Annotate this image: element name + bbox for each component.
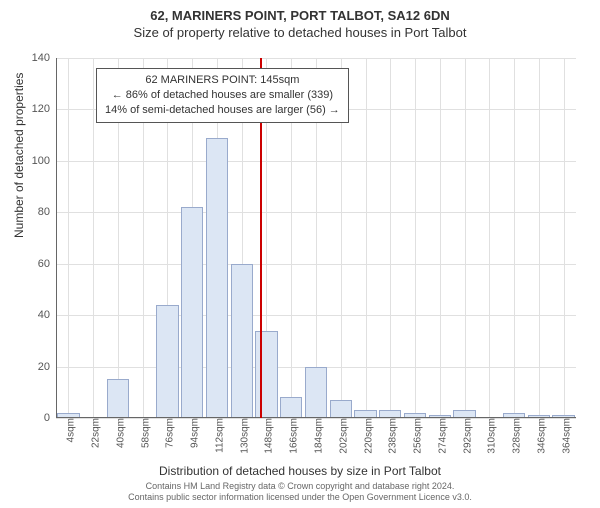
- y-tick-label: 140: [32, 52, 56, 64]
- y-tick-label: 20: [38, 361, 56, 373]
- annotation-box: 62 MARINERS POINT: 145sqm ← 86% of detac…: [96, 68, 349, 123]
- x-tick-label: 184sqm: [308, 418, 325, 454]
- x-tick-label: 328sqm: [506, 418, 523, 454]
- grid-line: [539, 58, 540, 418]
- footer: Contains HM Land Registry data © Crown c…: [0, 481, 600, 504]
- y-tick-label: 120: [32, 103, 56, 115]
- grid-line: [366, 58, 367, 418]
- chart-title-main: 62, MARINERS POINT, PORT TALBOT, SA12 6D…: [0, 8, 600, 23]
- histogram-bar: [305, 367, 327, 418]
- y-axis-title: Number of detached properties: [12, 73, 26, 238]
- grid-line: [93, 58, 94, 418]
- histogram-bar: [255, 331, 277, 418]
- footer-line: Contains public sector information licen…: [0, 492, 600, 504]
- grid-line: [440, 58, 441, 418]
- histogram-bar: [107, 379, 129, 418]
- x-tick-label: 112sqm: [208, 418, 225, 453]
- x-tick-label: 256sqm: [407, 418, 424, 454]
- footer-line: Contains HM Land Registry data © Crown c…: [0, 481, 600, 493]
- x-tick-label: 202sqm: [332, 418, 349, 454]
- x-tick-label: 4sqm: [60, 418, 77, 442]
- x-tick-label: 130sqm: [233, 418, 250, 454]
- grid-line: [68, 58, 69, 418]
- histogram-bar: [330, 400, 352, 418]
- histogram-bar: [280, 397, 302, 418]
- y-tick-label: 60: [38, 258, 56, 270]
- x-tick-label: 292sqm: [456, 418, 473, 454]
- x-tick-label: 148sqm: [258, 418, 275, 454]
- histogram-bar: [181, 207, 203, 418]
- grid-line: [489, 58, 490, 418]
- x-tick-label: 364sqm: [555, 418, 572, 454]
- x-axis-line: [56, 417, 576, 418]
- x-tick-label: 94sqm: [184, 418, 201, 448]
- x-tick-label: 22sqm: [85, 418, 102, 448]
- annotation-line: 14% of semi-detached houses are larger (…: [105, 103, 340, 118]
- y-tick-label: 40: [38, 309, 56, 321]
- x-tick-label: 40sqm: [109, 418, 126, 448]
- x-tick-label: 76sqm: [159, 418, 176, 448]
- grid-line: [465, 58, 466, 418]
- x-tick-label: 166sqm: [283, 418, 300, 454]
- x-tick-label: 346sqm: [530, 418, 547, 454]
- x-tick-label: 220sqm: [357, 418, 374, 454]
- chart-container: 62, MARINERS POINT, PORT TALBOT, SA12 6D…: [0, 8, 600, 508]
- histogram-bar: [156, 305, 178, 418]
- plot-area: 0204060801001201404sqm22sqm40sqm58sqm76s…: [56, 58, 576, 418]
- x-axis-title: Distribution of detached houses by size …: [0, 464, 600, 478]
- x-tick-label: 310sqm: [481, 418, 498, 454]
- grid-line: [415, 58, 416, 418]
- y-tick-label: 100: [32, 155, 56, 167]
- y-tick-label: 80: [38, 206, 56, 218]
- x-tick-label: 274sqm: [431, 418, 448, 454]
- grid-line: [390, 58, 391, 418]
- annotation-line: ← 86% of detached houses are smaller (33…: [105, 88, 340, 103]
- annotation-line: 62 MARINERS POINT: 145sqm: [105, 73, 340, 88]
- chart-title-sub: Size of property relative to detached ho…: [0, 25, 600, 40]
- y-axis-line: [56, 58, 57, 418]
- y-tick-label: 0: [44, 412, 56, 424]
- histogram-bar: [231, 264, 253, 418]
- x-tick-label: 238sqm: [382, 418, 399, 454]
- histogram-bar: [206, 138, 228, 418]
- grid-line: [514, 58, 515, 418]
- x-tick-label: 58sqm: [134, 418, 151, 448]
- grid-line: [564, 58, 565, 418]
